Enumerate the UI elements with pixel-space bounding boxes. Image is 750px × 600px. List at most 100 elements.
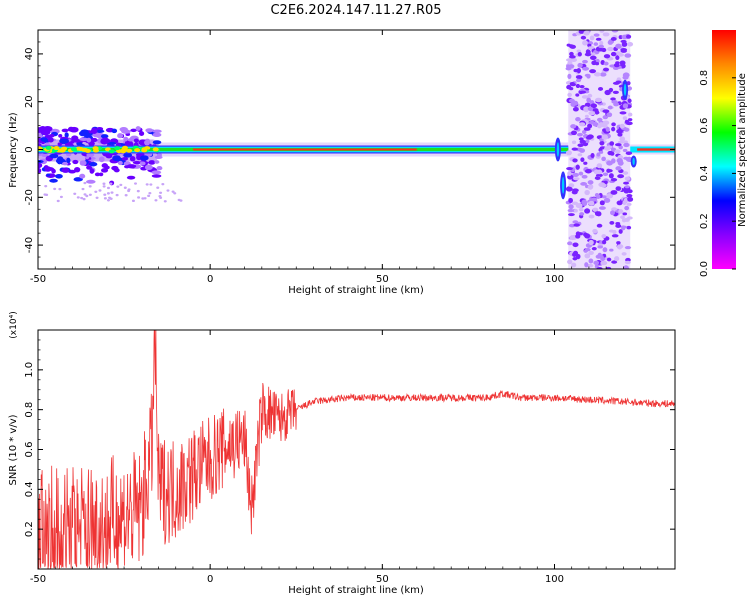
faint-dot	[102, 182, 106, 185]
noise-dot	[624, 185, 630, 189]
noise-dot	[567, 208, 574, 213]
faint-dot	[171, 190, 175, 193]
noise-dot	[600, 256, 606, 262]
spectrogram-xtick-label: 100	[545, 274, 564, 285]
noise-dot	[567, 259, 573, 265]
faint-dot	[134, 182, 138, 185]
snr-panel: -50 0 50 100 0.2 0.4 0.6 0.8 1.0 Height of strai…	[8, 311, 676, 596]
scatter-dot	[156, 165, 163, 171]
chart-title: C2E6.2024.147.11.27.R05	[270, 3, 441, 18]
hot-spot	[116, 149, 123, 154]
scatter-dot	[42, 126, 53, 132]
faint-dot	[119, 183, 123, 187]
faint-dot	[58, 187, 62, 191]
noise-dot	[596, 194, 601, 200]
noise-dot	[618, 229, 623, 234]
noise-dot	[569, 81, 575, 86]
noise-dot	[611, 260, 618, 264]
snr-ylabel: SNR (10 * v/v)	[8, 414, 19, 485]
noise-dot	[592, 207, 599, 212]
hot-spot	[61, 146, 68, 151]
scatter-dot	[41, 153, 49, 158]
noise-dot	[596, 117, 603, 122]
noise-dot	[575, 253, 581, 260]
noise-dot	[602, 247, 608, 253]
noise-dot	[583, 127, 591, 131]
noise-dot	[568, 204, 574, 210]
noise-dot	[588, 110, 596, 116]
noise-dot	[614, 256, 620, 262]
noise-dot	[576, 49, 582, 53]
spectrogram-xlabel: Height of straight line (km)	[288, 285, 424, 296]
noise-dot	[621, 225, 626, 231]
noise-dot	[614, 149, 621, 154]
noise-dot	[628, 112, 633, 117]
scatter-dot	[132, 160, 142, 165]
noise-dot	[603, 61, 609, 66]
scatter-dot	[85, 132, 92, 139]
scatter-dot	[152, 132, 162, 138]
streak-core	[561, 176, 565, 194]
scatter-dot	[100, 134, 109, 139]
scatter-dot	[129, 155, 136, 162]
noise-dot	[599, 30, 605, 33]
noise-dot	[572, 220, 579, 224]
hot-spot	[53, 146, 60, 151]
noise-dot	[597, 47, 605, 52]
noise-dot	[587, 134, 594, 139]
noise-dot	[610, 97, 616, 101]
scatter-dot	[154, 160, 160, 164]
noise-dot	[598, 206, 606, 210]
noise-dot	[627, 118, 633, 122]
faint-dot	[156, 186, 160, 189]
noise-dot	[615, 43, 622, 49]
noise-dot	[582, 40, 589, 46]
snr-ytick-label: 0.6	[24, 442, 35, 458]
noise-dot	[623, 181, 630, 185]
noise-dot	[627, 98, 632, 104]
noise-dot	[607, 150, 614, 156]
scatter-dot	[86, 165, 93, 170]
noise-dot	[565, 150, 572, 156]
scatter-dot	[55, 173, 63, 179]
noise-dot	[577, 143, 584, 148]
noise-dot	[607, 105, 613, 110]
line-right-core	[637, 148, 675, 151]
noise-dot	[572, 172, 579, 177]
faint-dot	[88, 185, 92, 188]
noise-dot	[586, 97, 592, 103]
faint-dot	[163, 200, 167, 203]
noise-dot	[604, 89, 611, 96]
noise-dot	[575, 234, 581, 239]
faint-dot	[124, 194, 128, 197]
scatter-dot	[38, 167, 42, 174]
noise-dot	[606, 168, 611, 173]
noise-dot	[619, 111, 627, 115]
scatter-dot	[152, 140, 162, 145]
noise-dot	[622, 116, 628, 121]
scatter-dot	[40, 137, 48, 142]
noise-dot	[608, 173, 614, 179]
scatter-dot	[86, 137, 92, 143]
hot-spot	[75, 146, 82, 151]
noise-dot	[567, 73, 572, 80]
line-core	[192, 148, 417, 151]
scatter-dot	[135, 153, 144, 157]
scatter-dot	[91, 127, 97, 134]
noise-dot	[566, 84, 572, 90]
scatter-dot	[133, 138, 140, 143]
noise-dot	[599, 72, 607, 77]
noise-dot	[580, 35, 587, 40]
hot-spot	[126, 148, 133, 153]
faint-dot	[115, 193, 119, 197]
noise-dot	[597, 124, 602, 129]
noise-dot	[587, 93, 593, 98]
scatter-dot	[100, 138, 109, 144]
scatter-dot	[51, 168, 56, 174]
scatter-dot	[111, 128, 118, 134]
faint-dot	[53, 187, 57, 191]
noise-dot	[568, 183, 575, 188]
noise-dot	[593, 260, 600, 265]
noise-dot	[572, 100, 579, 106]
noise-dot	[602, 172, 609, 177]
